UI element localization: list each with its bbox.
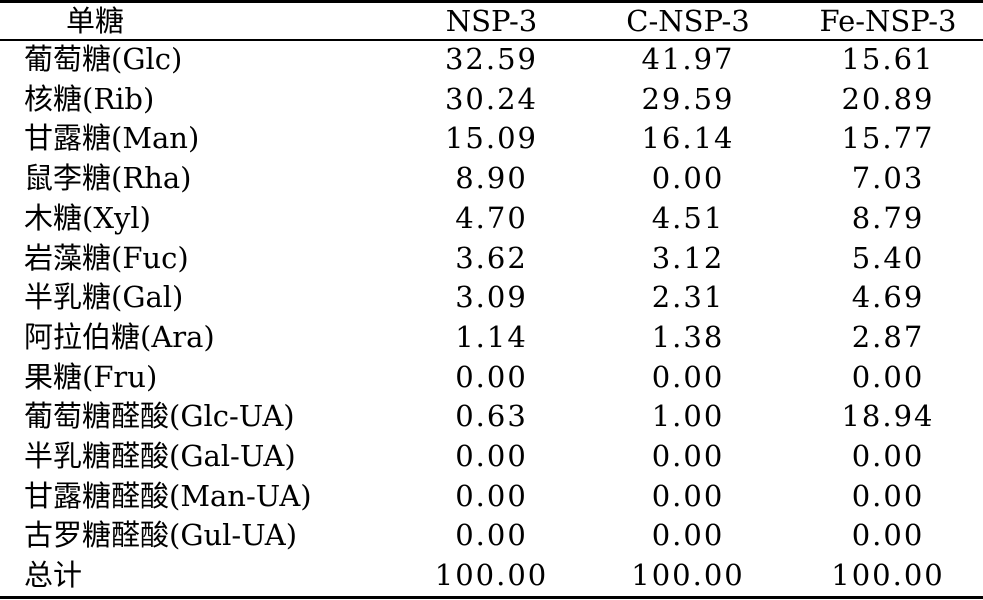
cell-c-nsp3: 1.00 bbox=[651, 399, 725, 434]
cell-fe-nsp3: 20.89 bbox=[841, 81, 935, 116]
cell-nsp3: 100.00 bbox=[434, 558, 549, 593]
cell-nsp3: 4.70 bbox=[455, 200, 528, 235]
table-row: 岩藻糖(Fuc) 3.62 3.12 5.40 bbox=[0, 239, 983, 279]
cell-c-nsp3: 29.59 bbox=[641, 81, 735, 116]
table-row: 半乳糖(Gal) 3.09 2.31 4.69 bbox=[0, 278, 983, 318]
top-rule bbox=[0, 0, 983, 3]
cell-fe-nsp3: 15.61 bbox=[841, 42, 935, 76]
row-label: 岩藻糖(Fuc) bbox=[24, 240, 189, 275]
header-cell-nsp3: NSP-3 bbox=[445, 4, 538, 38]
table-row: 总计 100.00 100.00 100.00 bbox=[0, 556, 983, 596]
cell-c-nsp3: 3.12 bbox=[651, 240, 725, 275]
table-row: 古罗糖醛酸(Gul-UA) 0.00 0.00 0.00 bbox=[0, 516, 983, 556]
cell-nsp3: 3.09 bbox=[455, 280, 528, 315]
row-label: 葡萄糖(Glc) bbox=[24, 42, 183, 76]
table-row: 甘露糖醛酸(Man-UA) 0.00 0.00 0.00 bbox=[0, 477, 983, 517]
table-row: 阿拉伯糖(Ara) 1.14 1.38 2.87 bbox=[0, 318, 983, 358]
cell-nsp3: 0.00 bbox=[455, 478, 528, 513]
cell-nsp3: 15.09 bbox=[444, 121, 539, 156]
cell-fe-nsp3: 18.94 bbox=[841, 399, 935, 434]
table-body: 葡萄糖(Glc) 32.59 41.97 15.61 核糖(Rib) 30.24 29.59… bbox=[0, 40, 983, 596]
cell-nsp3: 0.63 bbox=[455, 399, 528, 434]
row-label: 古罗糖醛酸(Gul-UA) bbox=[24, 518, 298, 553]
cell-c-nsp3: 0.00 bbox=[651, 518, 725, 553]
row-label: 半乳糖(Gal) bbox=[24, 280, 184, 315]
cell-nsp3: 1.14 bbox=[455, 319, 528, 354]
cell-fe-nsp3: 15.77 bbox=[841, 121, 935, 156]
cell-nsp3: 8.90 bbox=[455, 161, 528, 196]
cell-c-nsp3: 0.00 bbox=[651, 161, 725, 196]
row-label: 总计 bbox=[24, 558, 83, 593]
row-label: 阿拉伯糖(Ara) bbox=[24, 319, 215, 354]
row-label: 甘露糖醛酸(Man-UA) bbox=[24, 478, 312, 513]
table-row: 核糖(Rib) 30.24 29.59 20.89 bbox=[0, 80, 983, 120]
cell-fe-nsp3: 7.03 bbox=[851, 161, 925, 196]
cell-nsp3: 0.00 bbox=[455, 359, 528, 394]
cell-c-nsp3: 1.38 bbox=[651, 319, 725, 354]
cell-nsp3: 32.59 bbox=[444, 42, 539, 76]
cell-fe-nsp3: 4.69 bbox=[851, 280, 925, 315]
table-row: 半乳糖醛酸(Gal-UA) 0.00 0.00 0.00 bbox=[0, 437, 983, 477]
cell-fe-nsp3: 0.00 bbox=[851, 518, 925, 553]
cell-nsp3: 30.24 bbox=[444, 81, 539, 116]
cell-nsp3: 0.00 bbox=[455, 439, 528, 474]
header-rule bbox=[0, 39, 983, 41]
header-cell-c-nsp3: C-NSP-3 bbox=[626, 4, 750, 38]
row-label: 木糖(Xyl) bbox=[24, 200, 151, 235]
cell-c-nsp3: 0.00 bbox=[651, 439, 725, 474]
cell-c-nsp3: 4.51 bbox=[651, 200, 725, 235]
row-label: 甘露糖(Man) bbox=[24, 121, 200, 156]
header-cell-fe-nsp3: Fe-NSP-3 bbox=[819, 4, 957, 38]
cell-fe-nsp3: 8.79 bbox=[851, 200, 925, 235]
table-row: 葡萄糖醛酸(Glc-UA) 0.63 1.00 18.94 bbox=[0, 397, 983, 437]
cell-fe-nsp3: 5.40 bbox=[851, 240, 925, 275]
cell-nsp3: 0.00 bbox=[455, 518, 528, 553]
cell-fe-nsp3: 0.00 bbox=[851, 439, 925, 474]
row-label: 果糖(Fru) bbox=[24, 359, 158, 394]
table-row: 果糖(Fru) 0.00 0.00 0.00 bbox=[0, 358, 983, 398]
table-row: 鼠李糖(Rha) 8.90 0.00 7.03 bbox=[0, 159, 983, 199]
cell-c-nsp3: 0.00 bbox=[651, 478, 725, 513]
cell-nsp3: 3.62 bbox=[455, 240, 528, 275]
header-cell-monosaccharide: 单糖 bbox=[65, 4, 124, 38]
cell-fe-nsp3: 0.00 bbox=[851, 478, 925, 513]
bottom-rule bbox=[0, 596, 983, 599]
row-label: 半乳糖醛酸(Gal-UA) bbox=[24, 439, 296, 474]
cell-c-nsp3: 100.00 bbox=[631, 558, 745, 593]
header-row: 单糖 NSP-3 C-NSP-3 Fe-NSP-3 bbox=[0, 2, 983, 40]
cell-fe-nsp3: 0.00 bbox=[851, 359, 925, 394]
table-row: 甘露糖(Man) 15.09 16.14 15.77 bbox=[0, 119, 983, 159]
cell-c-nsp3: 16.14 bbox=[641, 121, 735, 156]
cell-c-nsp3: 2.31 bbox=[651, 280, 725, 315]
cell-c-nsp3: 0.00 bbox=[651, 359, 725, 394]
row-label: 葡萄糖醛酸(Glc-UA) bbox=[24, 399, 295, 434]
table-row: 木糖(Xyl) 4.70 4.51 8.79 bbox=[0, 199, 983, 239]
table-row: 葡萄糖(Glc) 32.59 41.97 15.61 bbox=[0, 40, 983, 80]
cell-c-nsp3: 41.97 bbox=[641, 42, 735, 76]
row-label: 鼠李糖(Rha) bbox=[24, 161, 192, 196]
cell-fe-nsp3: 100.00 bbox=[831, 558, 945, 593]
cell-fe-nsp3: 2.87 bbox=[851, 319, 925, 354]
row-label: 核糖(Rib) bbox=[24, 81, 155, 116]
